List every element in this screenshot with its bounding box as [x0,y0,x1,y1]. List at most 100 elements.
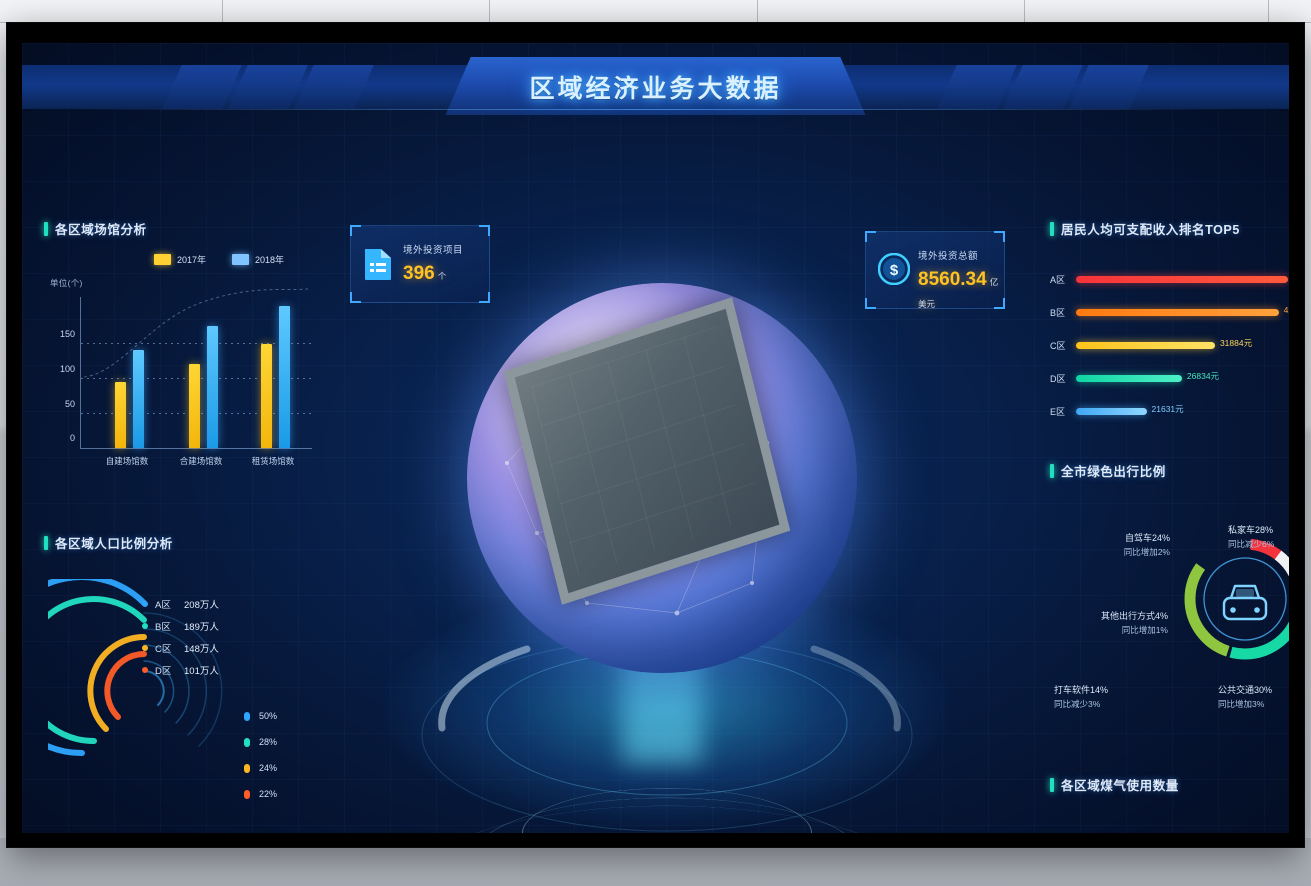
dollar-coin-icon: $ [877,252,911,290]
travel-change-private-car: 同比减少6% [1228,539,1275,549]
legend-swatch-2 [244,737,250,747]
legend-label-2: 28% [259,737,278,747]
list-item[interactable]: C区 148万人 [142,637,219,659]
population-ratio-panel: 各区域人口比例分析 A区 208万人 B [44,533,324,823]
table-row[interactable]: D区 26834元 [1050,362,1289,395]
travel-change-ride-hailing: 同比减少3% [1054,699,1101,709]
travel-label-private-car: 私家车28% 同比减少6% [1228,523,1274,551]
travel-name-ride-hailing: 打车软件14% [1054,685,1109,695]
header-title-plate [445,57,866,115]
page-title: 区域经济业务大数据 [529,75,782,103]
bar-group-3[interactable] [261,306,290,448]
list-item[interactable]: B区 189万人 [142,615,219,637]
title-accent-bar [1050,463,1054,478]
bar-2017-cat2[interactable] [189,364,200,448]
bar-group-1[interactable] [115,350,144,448]
gas-panel-title-row: 各区域煤气使用数量 [1050,775,1289,794]
bar-2018-cat3[interactable] [279,306,290,448]
legend-swatch-4 [244,789,250,799]
legend-item-2017[interactable]: 2017年 [154,253,206,266]
title-accent-bar [44,221,48,236]
kpi-card-overseas-projects[interactable]: 境外投资项目 396 个 [350,225,490,303]
y-tick-150: 150 [59,329,75,340]
bar-2017-cat3[interactable] [261,344,272,448]
table-row[interactable]: A区 47683元 [1050,263,1289,296]
population-value-b: 189万人 [184,622,219,633]
bar-2018-cat2[interactable] [207,326,218,448]
venue-legend: 2017年 2018年 [154,253,284,266]
list-item[interactable]: A区 208万人 [142,593,219,615]
x-tick-cat3: 租赁场馆数 [251,456,295,466]
top5-track-e: 21631元 [1076,404,1289,415]
dashboard-header: 区域经济业务大数据 [22,43,1289,127]
x-tick-cat2: 合建场馆数 [179,456,223,466]
top5-bar-e[interactable] [1076,408,1147,415]
population-name-a: A区 [155,600,171,611]
legend-item-2018[interactable]: 2018年 [232,253,284,266]
donut-seg-public-transit [1184,538,1289,660]
corner-mark [350,225,361,236]
top5-name-a: A区 [1050,275,1066,285]
travel-label-self-drive: 自驾车24% 同比增加2% [1074,531,1170,559]
top5-panel-title: 居民人均可支配收入排名TOP5 [1061,223,1240,237]
document-list-icon [363,247,393,286]
bar-2017-cat1[interactable] [115,382,126,448]
travel-panel-title-row: 全市绿色出行比例 [1050,461,1289,480]
top5-name-d: D区 [1050,374,1066,384]
corner-mark [479,292,490,303]
table-row[interactable]: C区 31884元 [1050,329,1289,362]
venue-unit-label: 单位(个) [50,278,83,288]
population-value-a: 208万人 [184,600,219,611]
travel-name-public-transit: 公共交通30% [1218,685,1273,695]
legend-label-2018: 2018年 [255,255,285,265]
top5-name-e: E区 [1050,407,1066,417]
center-globe-scene [322,163,1022,833]
top5-panel-title-row: 居民人均可支配收入排名TOP5 [1050,219,1289,238]
header-underline [72,109,1239,110]
travel-label-ride-hailing: 打车软件14% 同比减少3% [1054,683,1108,711]
top5-bar-d[interactable] [1076,375,1183,382]
population-name-c: C区 [155,644,172,655]
green-travel-panel: 全市绿色出行比例 私家车28% 同比减少6% [1050,461,1289,751]
top5-bar-c[interactable] [1076,342,1216,349]
income-top5-panel: 居民人均可支配收入排名TOP5 A区 47683元 B区 42376元 C区 [1050,219,1289,429]
kpi-body: 境外投资总额 8560.34 亿美元 [918,248,1004,313]
gas-usage-panel: 各区域煤气使用数量 单位(万立方米) [1050,775,1289,833]
title-accent-bar [1050,221,1054,236]
population-radial-arcs[interactable] [48,579,238,809]
corner-mark [350,292,361,303]
population-dot-a [142,601,148,607]
top5-bar-a[interactable] [1076,276,1289,283]
venue-trend-curve [83,288,309,378]
legend-swatch-1 [244,711,250,721]
table-row[interactable]: E区 21631元 [1050,395,1289,428]
legend-item[interactable]: 24% [244,755,277,781]
green-travel-donut-chart[interactable] [1180,519,1289,684]
top5-name-b: B区 [1050,308,1066,318]
y-tick-100: 100 [59,363,75,374]
donut-inner-ring [1203,557,1287,641]
donut-seg-private-car [1184,538,1289,660]
dashboard-screen: 区域经济业务大数据 [22,43,1289,833]
bar-group-2[interactable] [189,326,218,448]
table-row[interactable]: B区 42376元 [1050,296,1289,329]
venue-panel-title: 各区域场馆分析 [55,223,147,237]
kpi-label-projects: 境外投资项目 [403,245,464,256]
legend-item[interactable]: 50% [244,703,277,729]
bar-2018-cat1[interactable] [133,350,144,448]
list-item[interactable]: D区 101万人 [142,659,219,681]
top5-track-b: 42376元 [1076,305,1289,316]
venue-panel-title-row: 各区域场馆分析 [44,219,322,238]
top5-value-b: 42376元 [1283,305,1289,315]
kpi-body: 境外投资项目 396 个 [403,242,463,285]
population-dot-b [142,623,148,629]
legend-item[interactable]: 22% [244,781,277,807]
travel-change-other: 同比增加1% [1121,625,1168,635]
population-value-d: 101万人 [184,666,219,677]
top5-bar-b[interactable] [1076,309,1279,316]
kpi-card-overseas-amount[interactable]: $ 境外投资总额 8560.34 亿美元 [865,231,1005,309]
legend-item[interactable]: 28% [244,729,277,755]
travel-label-public-transit: 公共交通30% 同比增加3% [1218,683,1272,711]
top5-track-d: 26834元 [1076,371,1289,382]
x-tick-cat1: 自建场馆数 [105,456,149,466]
